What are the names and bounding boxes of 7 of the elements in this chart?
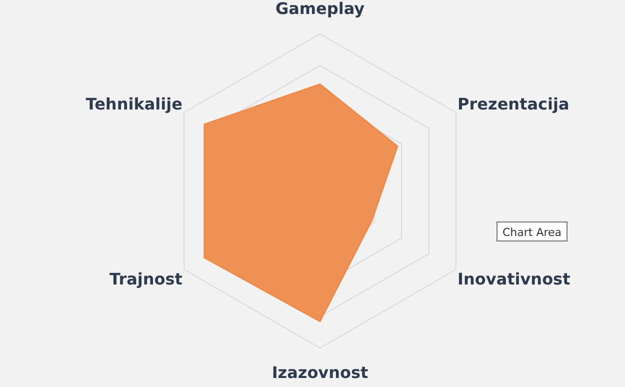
- spoke-label: Inovativnost: [458, 270, 571, 288]
- text: Chart Area: [502, 226, 562, 239]
- spoke-label: Tehnikalije: [86, 94, 183, 114]
- spoke-label: Izazovnost: [272, 363, 369, 382]
- spoke-label: Trajnost: [110, 270, 183, 288]
- spoke-label: Prezentacija: [458, 94, 570, 114]
- spoke-label: Gameplay: [275, 0, 366, 18]
